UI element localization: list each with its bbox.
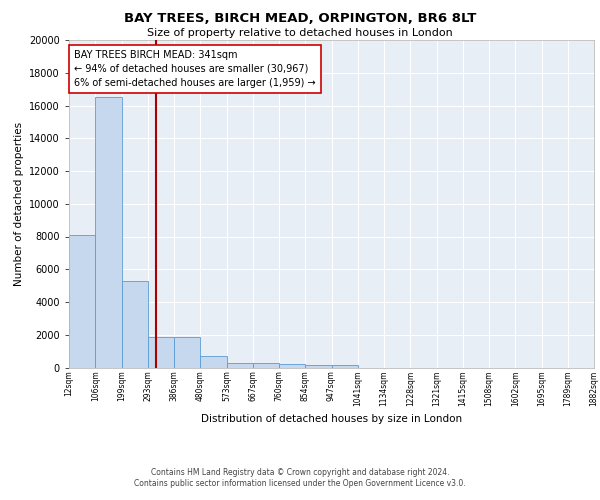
- Bar: [200, 356, 227, 368]
- Bar: [69, 235, 95, 368]
- Text: BAY TREES BIRCH MEAD: 341sqm
← 94% of detached houses are smaller (30,967)
6% of: BAY TREES BIRCH MEAD: 341sqm ← 94% of de…: [74, 50, 316, 88]
- Text: Contains HM Land Registry data © Crown copyright and database right 2024.
Contai: Contains HM Land Registry data © Crown c…: [134, 468, 466, 487]
- X-axis label: Distribution of detached houses by size in London: Distribution of detached houses by size …: [201, 414, 462, 424]
- Bar: [227, 362, 253, 368]
- Bar: [174, 337, 200, 368]
- Bar: [279, 364, 305, 368]
- Text: BAY TREES, BIRCH MEAD, ORPINGTON, BR6 8LT: BAY TREES, BIRCH MEAD, ORPINGTON, BR6 8L…: [124, 12, 476, 26]
- Bar: [331, 365, 358, 368]
- Bar: [95, 98, 121, 368]
- Y-axis label: Number of detached properties: Number of detached properties: [14, 122, 23, 286]
- Bar: [148, 337, 174, 368]
- Text: Size of property relative to detached houses in London: Size of property relative to detached ho…: [147, 28, 453, 38]
- Bar: [305, 364, 331, 368]
- Bar: [121, 280, 148, 368]
- Bar: [253, 364, 279, 368]
